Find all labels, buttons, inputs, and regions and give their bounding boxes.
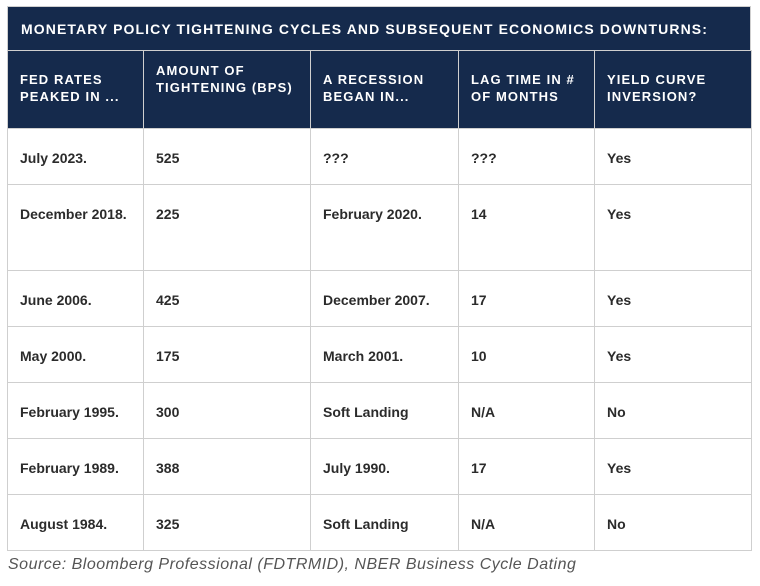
cell-yield-curve-inversion: Yes	[594, 128, 752, 185]
cell-recession-began: Soft Landing	[310, 494, 459, 551]
cell-amount-of-tightening: 425	[143, 270, 311, 327]
cell-amount-of-tightening: 300	[143, 382, 311, 439]
table-title: MONETARY POLICY TIGHTENING CYCLES AND SU…	[7, 6, 751, 50]
cell-fed-rates-peaked: July 2023.	[7, 128, 144, 185]
source-caption: Source: Bloomberg Professional (FDTRMID)…	[8, 556, 577, 573]
cell-yield-curve-inversion: Yes	[594, 438, 752, 495]
cell-recession-began: February 2020.	[310, 184, 459, 271]
cell-recession-began: Soft Landing	[310, 382, 459, 439]
cell-fed-rates-peaked: May 2000.	[7, 326, 144, 383]
cell-yield-curve-inversion: No	[594, 382, 752, 439]
cell-amount-of-tightening: 225	[143, 184, 311, 271]
cell-yield-curve-inversion: No	[594, 494, 752, 551]
table-row: August 1984. 325 Soft Landing N/A No	[7, 494, 752, 551]
cell-recession-began: December 2007.	[310, 270, 459, 327]
table-row: June 2006. 425 December 2007. 17 Yes	[7, 270, 752, 327]
cell-fed-rates-peaked: August 1984.	[7, 494, 144, 551]
table-header: FED RATES PEAKED IN ... AMOUNT OF TIGHTE…	[7, 50, 752, 129]
table-row: May 2000. 175 March 2001. 10 Yes	[7, 326, 752, 383]
header-row: FED RATES PEAKED IN ... AMOUNT OF TIGHTE…	[7, 50, 752, 129]
cell-lag-time: ???	[458, 128, 595, 185]
cell-lag-time: 17	[458, 270, 595, 327]
column-header-recession-began: A RECESSION BEGAN IN...	[310, 50, 459, 129]
cell-lag-time: N/A	[458, 382, 595, 439]
cell-yield-curve-inversion: Yes	[594, 326, 752, 383]
cell-recession-began: July 1990.	[310, 438, 459, 495]
column-header-lag-time: LAG TIME IN # OF MONTHS	[458, 50, 595, 129]
column-header-yield-curve-inversion: YIELD CURVE INVERSION?	[594, 50, 752, 129]
column-header-amount-of-tightening: AMOUNT OF TIGHTENING (BPS)	[143, 50, 311, 129]
cell-amount-of-tightening: 525	[143, 128, 311, 185]
cell-fed-rates-peaked: June 2006.	[7, 270, 144, 327]
cell-lag-time: N/A	[458, 494, 595, 551]
table-container: MONETARY POLICY TIGHTENING CYCLES AND SU…	[7, 6, 752, 551]
cell-amount-of-tightening: 325	[143, 494, 311, 551]
cell-amount-of-tightening: 175	[143, 326, 311, 383]
cell-recession-began: March 2001.	[310, 326, 459, 383]
table-row: July 2023. 525 ??? ??? Yes	[7, 128, 752, 185]
column-header-fed-rates-peaked: FED RATES PEAKED IN ...	[7, 50, 144, 129]
table-row: December 2018. 225 February 2020. 14 Yes	[7, 184, 752, 271]
table-body: July 2023. 525 ??? ??? Yes December 2018…	[7, 128, 752, 551]
table-row: February 1995. 300 Soft Landing N/A No	[7, 382, 752, 439]
cell-amount-of-tightening: 388	[143, 438, 311, 495]
cell-fed-rates-peaked: February 1989.	[7, 438, 144, 495]
cell-yield-curve-inversion: Yes	[594, 184, 752, 271]
cell-lag-time: 14	[458, 184, 595, 271]
cell-yield-curve-inversion: Yes	[594, 270, 752, 327]
cell-lag-time: 10	[458, 326, 595, 383]
table-row: February 1989. 388 July 1990. 17 Yes	[7, 438, 752, 495]
data-table: FED RATES PEAKED IN ... AMOUNT OF TIGHTE…	[7, 50, 752, 551]
cell-recession-began: ???	[310, 128, 459, 185]
cell-fed-rates-peaked: February 1995.	[7, 382, 144, 439]
cell-fed-rates-peaked: December 2018.	[7, 184, 144, 271]
cell-lag-time: 17	[458, 438, 595, 495]
